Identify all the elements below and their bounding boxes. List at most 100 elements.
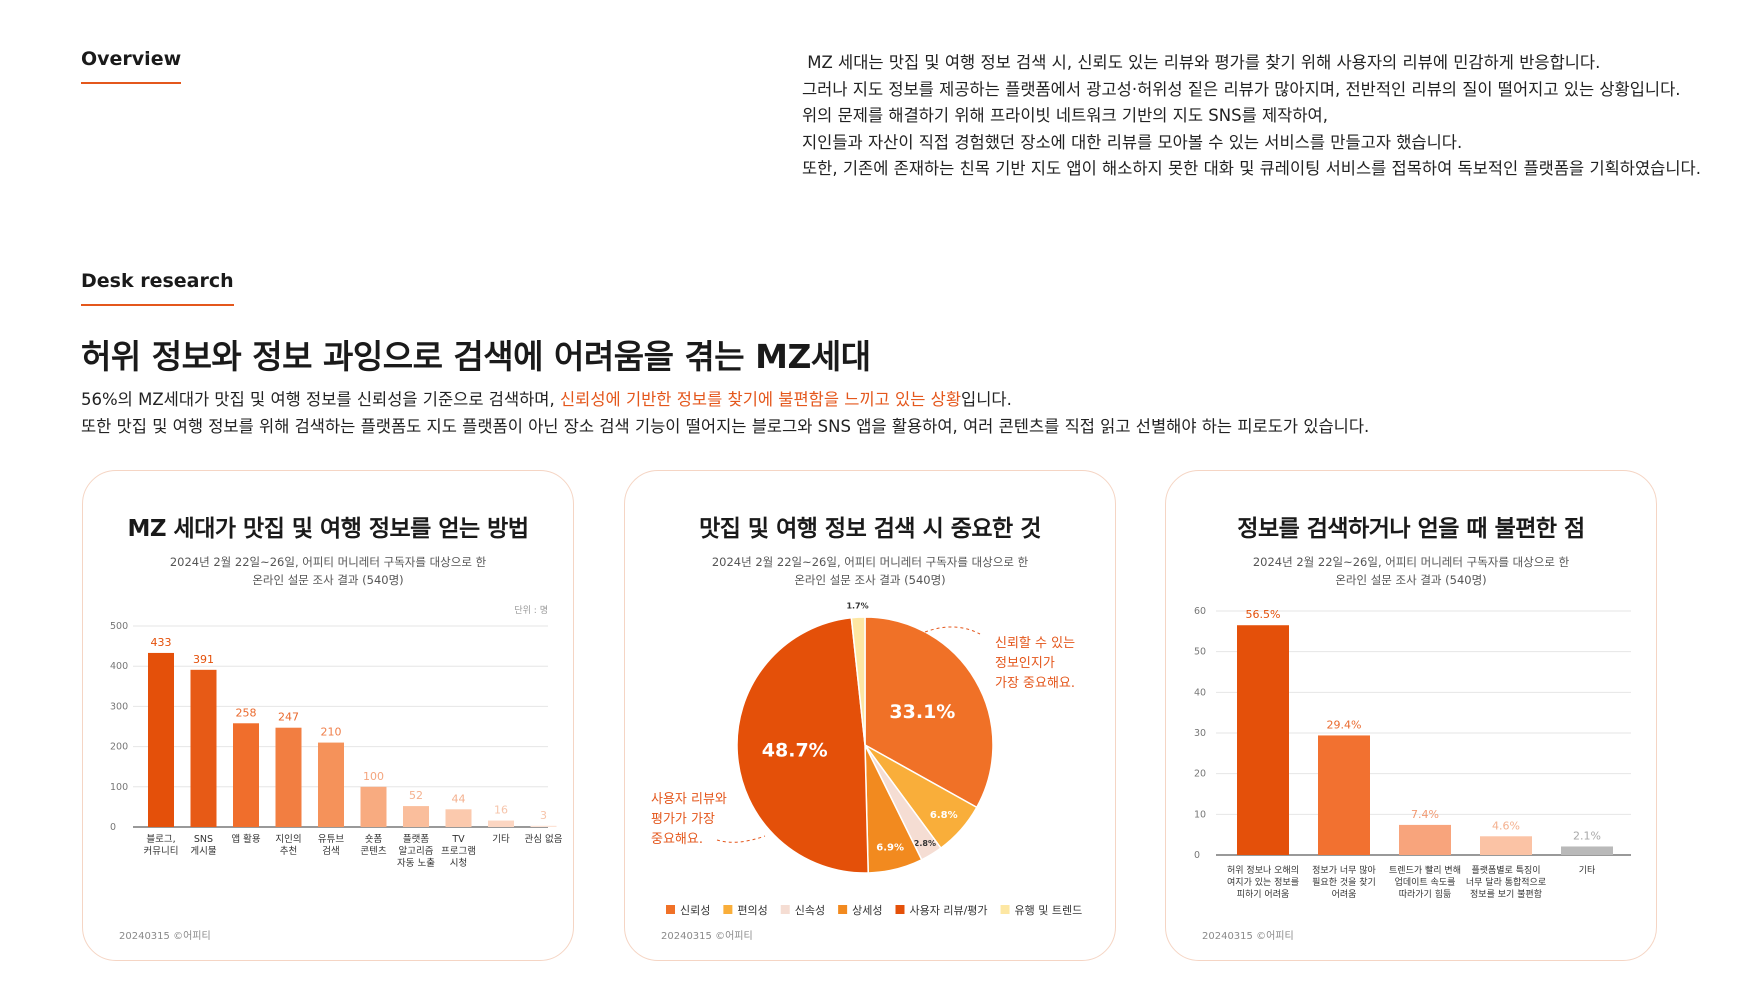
chart-title: 정보를 검색하거나 얻을 때 불편한 점 [1237,516,1585,542]
overview-line: 지인들과 자산이 직접 경험했던 장소에 대한 리뷰를 모아볼 수 있는 서비스… [802,132,1463,152]
unit-label: 단위 : 명 [514,605,548,616]
body-line-1-end: 입니다. [961,390,1012,409]
bar-value-label: 3 [540,809,547,822]
legend-label: 신뢰성 [680,904,710,917]
y-tick-label: 10 [1194,809,1206,820]
chart-subtitle: 2024년 2월 22일~26일, 어피티 머니레터 구독자를 대상으로 한 온… [1166,553,1656,589]
bar [318,742,344,827]
legend-label: 편의성 [737,904,767,917]
legend-swatch [838,905,848,914]
bar-value-label: 44 [452,792,466,805]
pie-chart-importance: 33.1% 6.8% 2.8% 6.9% 48.7% 1.7% 신뢰할 수 있는정보인지가가… [651,601,1083,917]
x-tick-label: 앱 활용 [231,833,260,845]
bar [1480,836,1532,855]
legend-swatch [1000,905,1010,914]
bar-value-label: 7.4% [1411,808,1439,821]
legend-label: 유행 및 트렌드 [1015,904,1083,917]
chart-subtitle-line: 온라인 설문 조사 결과 (540명) [794,573,946,587]
overview-text: MZ 세대는 맛집 및 여행 정보 검색 시, 신뢰도 있는 리뷰와 평가를 찾… [802,50,1701,183]
x-tick-label: 기타 [492,834,510,845]
annotation-arrow-right [924,626,981,635]
slice-value-label: 6.9% [876,842,904,853]
bar [1561,846,1613,855]
overview-line: 그러나 지도 정보를 제공하는 플랫폼에서 광고성·허위성 짙은 리뷰가 많아지… [802,79,1681,99]
overview-line: MZ 세대는 맛집 및 여행 정보 검색 시, 신뢰도 있는 리뷰와 평가를 찾… [802,53,1601,72]
bar-value-label: 4.6% [1492,819,1520,832]
desk-research-body: 56%의 MZ세대가 맛집 및 여행 정보를 신뢰성을 기준으로 검색하며, 신… [81,386,1369,440]
y-tick-label: 500 [110,621,128,632]
chart-footnote: 20240315 ©어피티 [119,931,211,942]
bar-value-label: 56.5% [1246,608,1281,621]
pie-slice [850,616,866,746]
chart-card-acquisition: MZ 세대가 맛집 및 여행 정보를 얻는 방법 2024년 2월 22일~26… [82,470,574,961]
x-tick-label: TV 프로그램 시청 [441,834,476,869]
bar-chart-inconvenience: 0 10 20 30 40 50 60 56.5% 허위 정보나 오해의 여지가 있는 정보를 피하… [1194,606,1631,900]
bar [233,723,259,827]
chart-title: MZ 세대가 맛집 및 여행 정보를 얻는 방법 [127,516,529,542]
y-tick-label: 300 [110,701,128,712]
x-tick-label: 허위 정보나 오해의 여지가 있는 정보를 피하기 어려움 [1227,865,1299,900]
chart-subtitle: 2024년 2월 22일~26일, 어피티 머니레터 구독자를 대상으로 한 온… [625,553,1115,589]
y-tick-label: 60 [1194,606,1206,617]
bar [360,786,387,827]
x-tick-label: 트렌드가 빨리 변해 업데이트 속도를 따라가기 힘듦 [1389,865,1461,900]
bar [488,820,514,827]
bar-value-label: 391 [193,653,214,666]
overview-line: 또한, 기존에 존재하는 친목 기반 지도 앱이 해소하지 못한 대화 및 큐레… [802,159,1701,178]
y-tick-label: 40 [1194,687,1206,698]
bar-value-label: 16 [494,804,508,817]
x-tick-label: 지인의 추천 [275,834,301,857]
body-line-2: 또한 맛집 및 여행 정보를 위해 검색하는 플랫폼도 지도 플랫폼이 아닌 장… [81,417,1370,436]
y-tick-label: 0 [110,822,116,833]
y-tick-label: 400 [110,661,128,672]
chart-card-importance: 맛집 및 여행 정보 검색 시 중요한 것 2024년 2월 22일~26일, … [624,470,1116,961]
annotation-right-line: 신뢰할 수 있는 [995,636,1075,651]
legend-swatch [666,905,675,914]
bar [275,727,302,827]
x-tick-label: 기타 [1579,865,1596,876]
annotation-arrow-left [716,835,766,843]
bar-value-label: 2.1% [1573,829,1601,842]
page-headline: 허위 정보와 정보 과잉으로 검색에 어려움을 겪는 MZ세대 [81,337,871,376]
chart-subtitle: 2024년 2월 22일~26일, 어피티 머니레터 구독자를 대상으로 한 온… [83,553,573,589]
bar [1237,625,1289,855]
legend-swatch [723,905,733,914]
y-tick-label: 20 [1194,769,1206,780]
bar [403,806,429,827]
bar [1318,735,1370,855]
slice-value-label: 1.7% [846,601,868,610]
legend-label: 신속성 [795,904,825,917]
highlight-text: 신뢰성에 기반한 정보를 찾기에 불편함을 느끼고 있는 상황 [559,390,962,409]
annotation-left-line: 사용자 리뷰와 [651,792,727,807]
y-tick-label: 200 [110,742,128,753]
y-tick-label: 0 [1194,850,1200,861]
pie-slice [736,616,869,874]
desk-research-heading: Desk research [81,270,234,306]
chart-title: 맛집 및 여행 정보 검색 시 중요한 것 [699,516,1041,542]
bar [1399,824,1451,855]
body-line-1: 56%의 MZ세대가 맛집 및 여행 정보를 신뢰성을 기준으로 검색하며, 신… [81,386,1369,413]
legend-label: 상세성 [852,904,882,917]
bar [445,809,472,827]
bar-value-label: 247 [278,711,299,724]
slice-value-label: 48.7% [762,739,828,761]
body-line-1-start: 56%의 MZ세대가 맛집 및 여행 정보를 신뢰성을 기준으로 검색하며, [81,390,560,409]
overview-line: 위의 문제를 해결하기 위해 프라이빗 네트워크 기반의 지도 SNS를 제작하… [802,106,1328,125]
chart-footnote: 20240315 ©어피티 [661,931,753,942]
y-tick-label: 30 [1194,728,1206,739]
legend-label: 사용자 리뷰/평가 [910,904,988,917]
annotation-right-line: 정보인지가 [995,656,1055,671]
bar-value-label: 210 [321,726,342,739]
y-tick-label: 100 [110,782,128,793]
chart-subtitle-line: 2024년 2월 22일~26일, 어피티 머니레터 구독자를 대상으로 한 [1252,555,1570,569]
bar-value-label: 100 [363,770,384,783]
bar-value-label: 433 [151,636,172,649]
x-tick-label: 블로그, 커뮤니티 [144,834,179,857]
chart-subtitle-line: 온라인 설문 조사 결과 (540명) [252,573,404,587]
slice-value-label: 2.8% [914,839,936,848]
annotation-right-line: 가장 중요해요. [995,676,1075,691]
x-tick-label: 유튜브 검색 [318,834,344,857]
bar [530,825,557,827]
chart-card-inconvenience: 정보를 검색하거나 얻을 때 불편한 점 2024년 2월 22일~26일, 어… [1165,470,1657,961]
bar [190,669,217,827]
